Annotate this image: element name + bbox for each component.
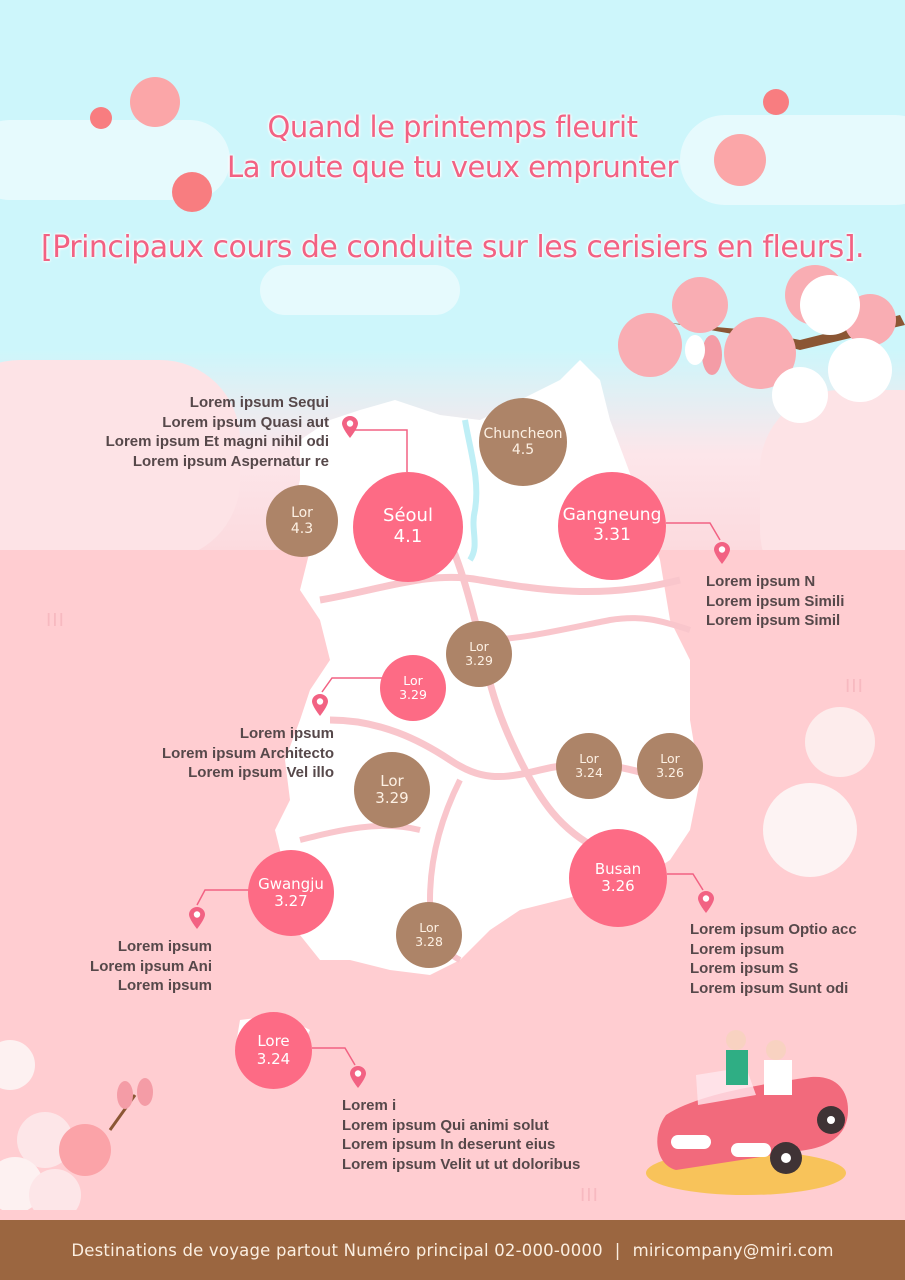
footer-contact: Destinations de voyage partout Numéro pr… bbox=[71, 1240, 603, 1260]
callout-central: Lorem ipsum Lorem ipsum Architecto Lorem… bbox=[162, 725, 334, 781]
flower-icon bbox=[714, 134, 766, 186]
map-pin-icon bbox=[698, 891, 714, 913]
map-pin-icon bbox=[350, 1066, 366, 1088]
decorative-marks: III bbox=[580, 1185, 599, 1206]
callout-jeju: Lorem i Lorem ipsum Qui animi solut Lore… bbox=[342, 1097, 581, 1173]
cherry-branch-decoration bbox=[618, 265, 905, 423]
cloud bbox=[260, 265, 460, 315]
bubble-gangneung: Gangneung 3.31 bbox=[558, 472, 666, 580]
bubble-lor-3-29-c: Lor 3.29 bbox=[354, 752, 430, 828]
bubble-lor-3-28: Lor 3.28 bbox=[396, 902, 462, 968]
flower-icon bbox=[90, 107, 112, 129]
callout-busan: Lorem ipsum Optio acc Lorem ipsum Lorem … bbox=[690, 921, 857, 997]
cherry-blossom-corner-decoration bbox=[0, 1040, 153, 1210]
footer-email[interactable]: miricompany@miri.com bbox=[632, 1240, 834, 1260]
footer: Destinations de voyage partout Numéro pr… bbox=[0, 1220, 905, 1280]
bubble-gwangju: Gwangju 3.27 bbox=[248, 850, 334, 936]
callout-gangneung: Lorem ipsum N Lorem ipsum Simili Lorem i… bbox=[706, 573, 845, 629]
pink-cloud bbox=[0, 360, 240, 560]
flower-icon bbox=[130, 77, 180, 127]
title-line-2: La route que tu veux emprunter bbox=[227, 150, 678, 184]
subtitle: [Principaux cours de conduite sur les ce… bbox=[40, 230, 865, 265]
bubble-jeju: Lore 3.24 bbox=[235, 1012, 312, 1089]
bubble-lor-3-24: Lor 3.24 bbox=[556, 733, 622, 799]
bubble-lor-3-29-b: Lor 3.29 bbox=[380, 655, 446, 721]
bubble-lor-4-3: Lor 4.3 bbox=[266, 485, 338, 557]
decorative-marks: III bbox=[46, 610, 65, 631]
bubble-lor-3-29-a: Lor 3.29 bbox=[446, 621, 512, 687]
convertible-car-illustration bbox=[646, 1030, 848, 1195]
decorative-marks: III bbox=[845, 676, 864, 697]
map-pin-icon bbox=[312, 694, 328, 716]
title-line-1: Quand le printemps fleurit bbox=[267, 110, 638, 144]
bubble-lor-3-26: Lor 3.26 bbox=[637, 733, 703, 799]
flower-icon bbox=[172, 172, 212, 212]
flower-icon bbox=[763, 89, 789, 115]
bubble-seoul: Séoul 4.1 bbox=[353, 472, 463, 582]
bubble-chuncheon: Chuncheon 4.5 bbox=[479, 398, 567, 486]
callout-gwangju: Lorem ipsum Lorem ipsum Ani Lorem ipsum bbox=[90, 938, 212, 994]
white-flower-icon bbox=[763, 783, 857, 877]
map-pin-icon bbox=[342, 416, 358, 438]
bubble-busan: Busan 3.26 bbox=[569, 829, 667, 927]
map-pin-icon bbox=[189, 907, 205, 929]
white-flower-icon bbox=[805, 707, 875, 777]
footer-separator: | bbox=[614, 1240, 621, 1260]
map-pin-icon bbox=[714, 542, 730, 564]
callout-seoul: Lorem ipsum Sequi Lorem ipsum Quasi aut … bbox=[105, 394, 329, 470]
